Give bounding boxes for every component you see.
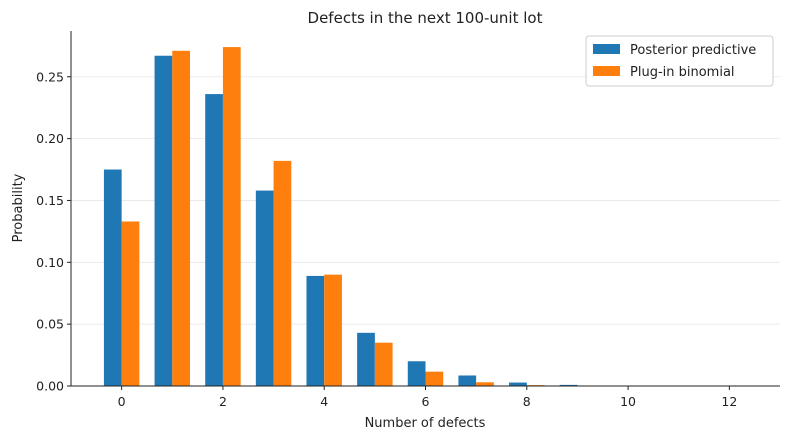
ticks: 0.00 0.05 0.10 0.15 0.20 0.25 0 2 4 6 8 10 12 [36,69,737,409]
y-tick-label: 0.25 [36,69,64,84]
x-tick-label: 12 [721,394,737,409]
bar-posterior-predictive [103,169,122,386]
x-tick-label: 8 [523,394,531,409]
x-tick-label: 10 [620,394,636,409]
bar-posterior-predictive [407,361,426,386]
bar-posterior-predictive [306,275,325,386]
bar-plug-in-binomial [273,160,292,386]
x-axis-label: Number of defects [365,416,486,431]
bar-posterior-predictive [458,375,477,386]
bar-plug-in-binomial [121,221,140,386]
y-tick-label: 0.10 [36,255,64,270]
bar-posterior-predictive [509,382,527,386]
legend-label-plug-in-binomial: Plug-in binomial [630,65,735,80]
bar-plug-in-binomial [324,274,342,386]
legend-box [585,35,774,87]
bar-plug-in-binomial [476,382,494,386]
y-tick-label: 0.20 [36,131,64,146]
bar-plug-in-binomial [172,50,191,386]
bars [103,47,679,387]
bar-plug-in-binomial [374,342,393,386]
y-axis-label: Probability [11,173,26,242]
bar-posterior-predictive [357,332,375,386]
y-tick-label: 0.00 [36,379,64,394]
x-tick-label: 2 [219,394,227,409]
x-tick-label: 6 [422,394,430,409]
bar-posterior-predictive [154,55,173,386]
legend-label-posterior-predictive: Posterior predictive [630,43,756,58]
y-tick-label: 0.15 [36,193,64,208]
bar-posterior-predictive [559,384,578,386]
bar-posterior-predictive [205,94,223,387]
legend-swatch-plug-in-binomial [593,66,620,76]
chart-title: Defects in the next 100-unit lot [308,9,543,27]
legend-swatch-posterior-predictive [593,44,620,54]
bar-posterior-predictive [255,190,274,386]
y-tick-label: 0.05 [36,317,64,332]
legend: Posterior predictive Plug-in binomial [585,35,774,87]
x-tick-label: 4 [320,394,328,409]
bar-plug-in-binomial [425,371,444,386]
x-tick-label: 0 [118,394,126,409]
bar-plug-in-binomial [222,47,241,386]
